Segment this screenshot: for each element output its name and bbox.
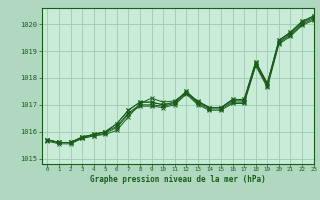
X-axis label: Graphe pression niveau de la mer (hPa): Graphe pression niveau de la mer (hPa): [90, 175, 266, 184]
